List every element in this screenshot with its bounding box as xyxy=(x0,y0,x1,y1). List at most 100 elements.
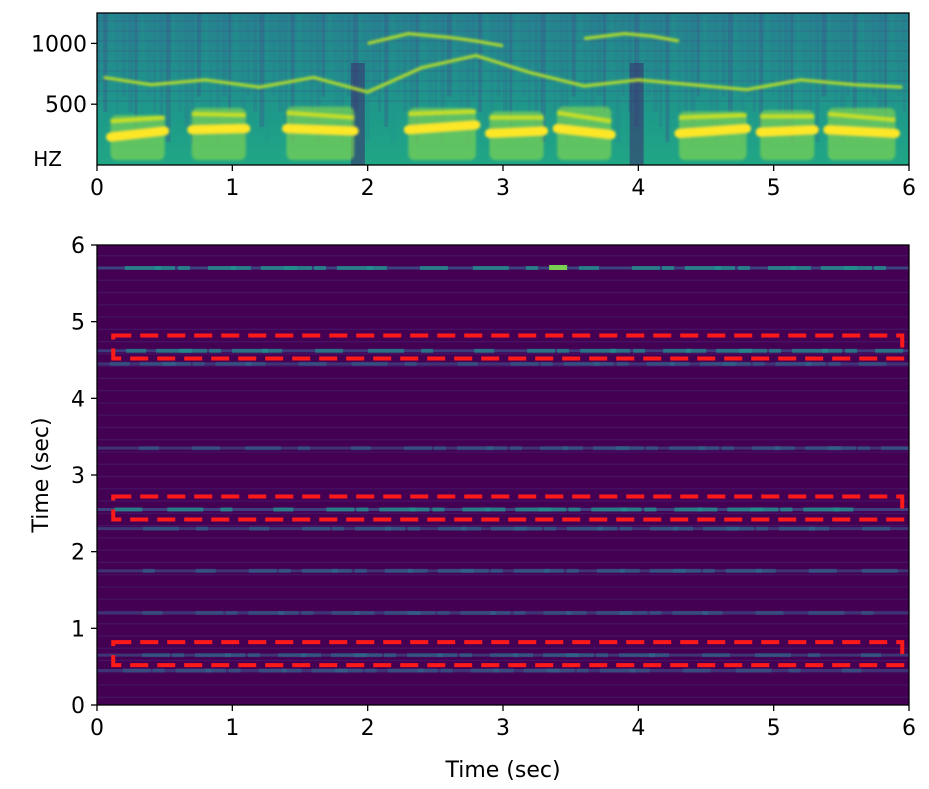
similarity-band-segment xyxy=(703,526,740,531)
similarity-band-segment xyxy=(302,526,331,531)
similarity-band-segment xyxy=(722,361,751,366)
spectrogram-pitch-segment xyxy=(678,113,747,120)
similarity-band-segment xyxy=(355,526,392,531)
y-tick-label: 6 xyxy=(71,234,85,259)
spectrogram-striation xyxy=(727,13,733,112)
spectrogram-striation xyxy=(415,13,419,143)
spectrogram-striation xyxy=(665,13,670,143)
spectrogram-striation xyxy=(671,13,677,97)
similarity-band-segment xyxy=(596,653,609,658)
similarity-band-segment xyxy=(725,568,762,573)
similarity-band-segment xyxy=(790,266,811,270)
similarity-band-segment xyxy=(615,446,644,451)
spectrogram-pitch-segment xyxy=(106,126,170,142)
similarity-band-segment xyxy=(873,266,886,270)
spectrogram-striation xyxy=(490,13,494,143)
similarity-band-segment xyxy=(631,266,660,270)
spectrogram-striation xyxy=(446,13,452,97)
similarity-band-segment xyxy=(593,361,614,366)
similarity-band-segment xyxy=(297,446,310,451)
spectrogram-striation xyxy=(365,13,370,143)
similarity-band-segment xyxy=(737,266,750,270)
similarity-band-segment xyxy=(646,361,675,366)
spectrogram-pitch-segment xyxy=(281,124,359,136)
spectrogram-striation xyxy=(784,13,790,127)
similarity-band-segment xyxy=(354,653,383,658)
spectrogram-striation xyxy=(209,13,213,127)
similarity-band-segment xyxy=(546,668,575,673)
x-tick-label: 3 xyxy=(496,716,510,741)
similarity-band-segment xyxy=(407,653,444,658)
spectrogram-striation xyxy=(396,13,400,97)
x-tick-label: 6 xyxy=(902,716,916,741)
similarity-band-segment xyxy=(356,507,369,512)
spectrogram-striation xyxy=(590,13,595,143)
x-tick-label: 5 xyxy=(767,716,781,741)
spectrogram-striation xyxy=(684,13,689,127)
similarity-band-segment xyxy=(283,266,312,270)
similarity-band-segment xyxy=(301,568,338,573)
similarity-band-segment xyxy=(621,507,642,512)
similarity-band-segment xyxy=(739,348,768,353)
similarity-band-segment xyxy=(207,266,236,270)
similarity-band-segment xyxy=(486,446,507,451)
similarity-band-segment xyxy=(350,446,371,451)
similarity-band-segment xyxy=(702,568,715,573)
spectrogram-striation xyxy=(834,13,839,127)
spectrogram-striation xyxy=(777,13,782,112)
similarity-band-segment xyxy=(833,507,854,512)
similarity-band-segment xyxy=(384,568,413,573)
highlight-region xyxy=(111,640,905,668)
similarity-band-segment xyxy=(751,446,780,451)
similarity-band-segment xyxy=(470,668,499,673)
spectrogram-panel: 0 1 2 3 4 5 6 500 1000 HZ xyxy=(31,12,916,201)
similarity-band-segment xyxy=(779,526,816,531)
spectrogram-striation xyxy=(821,13,827,97)
similarity-band-segment xyxy=(822,348,843,353)
spectrogram-striation xyxy=(303,13,307,112)
similarity-band-segment xyxy=(592,446,629,451)
similarity-band-segment xyxy=(513,568,550,573)
similarity-band-segment xyxy=(755,611,784,615)
spectrogram-pitch-segment xyxy=(110,115,165,124)
similarity-band-segment xyxy=(437,611,450,615)
similarity-band-segment xyxy=(544,526,557,531)
spectrogram-striation xyxy=(459,13,464,127)
x-tick-label: 2 xyxy=(361,716,375,741)
spectrogram-striation xyxy=(234,13,239,127)
similarity-band-segment xyxy=(209,348,222,353)
similarity-band-segment xyxy=(315,348,344,353)
similarity-band-segment xyxy=(191,446,220,451)
similarity-band-segment xyxy=(421,348,434,353)
similarity-band-segment xyxy=(650,526,679,531)
similarity-band-segment xyxy=(644,507,657,512)
spectrogram-striation xyxy=(702,13,707,112)
spectrogram-striation xyxy=(496,13,501,97)
highlight-region xyxy=(111,494,905,522)
similarity-band-segment xyxy=(273,507,294,512)
spectrogram-striation xyxy=(509,13,513,127)
similarity-band-segment xyxy=(698,446,719,451)
similarity-band-segment xyxy=(162,361,191,366)
similarity-band-segment xyxy=(195,568,216,573)
similarity-band-segment xyxy=(539,446,568,451)
similarity-band-segment xyxy=(175,668,212,673)
similarity-band-segment xyxy=(808,568,837,573)
similarity-band-segment xyxy=(195,653,232,658)
spectrogram-striation xyxy=(178,13,183,112)
similarity-band-segment xyxy=(857,446,870,451)
spectrogram-striation xyxy=(246,13,250,97)
similarity-band-segment xyxy=(215,361,252,366)
spectrogram-marks xyxy=(103,32,903,161)
similarity-band-segment xyxy=(827,446,856,451)
x-tick-label: 1 xyxy=(225,716,239,741)
spectrogram-striation xyxy=(259,13,265,127)
similarity-band-segment xyxy=(142,653,171,658)
similarity-band-segment xyxy=(684,266,721,270)
spectrogram-striation xyxy=(290,13,295,143)
spectrogram-striation xyxy=(759,13,764,127)
similarity-y-ticks: 0 1 2 3 4 5 6 xyxy=(71,234,97,719)
spectrogram-striation xyxy=(403,13,408,112)
spectrogram-striation xyxy=(802,13,808,112)
spectrogram-striation xyxy=(809,13,813,127)
